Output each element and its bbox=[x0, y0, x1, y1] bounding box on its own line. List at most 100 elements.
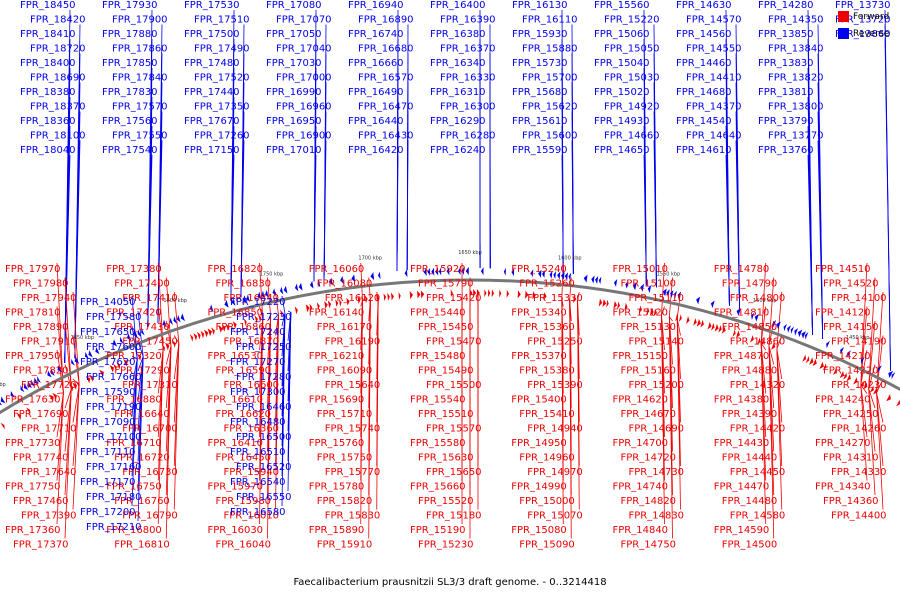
forward-gene-label: FPR_14470 bbox=[714, 482, 770, 493]
forward-gene-arrow bbox=[294, 306, 298, 315]
reverse-gene-label: FPR_17160 bbox=[86, 462, 142, 473]
forward-gene-arrow bbox=[364, 295, 368, 304]
forward-gene-arrow bbox=[853, 377, 858, 385]
reverse-gene-label: FPR_16500 bbox=[236, 432, 292, 443]
label-leader-line bbox=[240, 140, 245, 298]
legend-label-reverse: Reverse bbox=[853, 28, 890, 39]
reverse-gene-label: FPR_17650 bbox=[80, 327, 136, 338]
forward-gene-arrow bbox=[700, 319, 704, 328]
reverse-gene-label: FPR_15610 bbox=[512, 116, 568, 127]
reverse-gene-label: FPR_13860 bbox=[835, 29, 891, 40]
forward-gene-label: FPR_14870 bbox=[714, 351, 770, 362]
forward-gene-label: FPR_14740 bbox=[613, 482, 669, 493]
reverse-gene-label: FPR_17050 bbox=[266, 29, 322, 40]
forward-gene-label: FPR_14450 bbox=[730, 467, 786, 478]
forward-gene-label: FPR_14190 bbox=[831, 337, 887, 348]
label-leader-line bbox=[56, 262, 64, 393]
forward-gene-label: FPR_15940 bbox=[224, 467, 280, 478]
forward-gene-label: FPR_14520 bbox=[823, 279, 879, 290]
forward-gene-label: FPR_15200 bbox=[629, 380, 685, 391]
label-leader-line bbox=[267, 277, 272, 317]
reverse-gene-label: FPR_16380 bbox=[430, 29, 486, 40]
label-leader-line bbox=[230, 154, 235, 300]
reverse-gene-label: FPR_13730 bbox=[835, 0, 891, 11]
forward-gene-label: FPR_17710 bbox=[21, 424, 77, 435]
forward-gene-label: FPR_15420 bbox=[426, 293, 482, 304]
forward-gene-label: FPR_15540 bbox=[410, 395, 466, 406]
reverse-gene-arrow bbox=[710, 300, 715, 309]
reverse-gene-arrow bbox=[377, 271, 381, 280]
reverse-gene-arrow bbox=[804, 332, 809, 340]
reverse-gene-arrow bbox=[583, 274, 588, 283]
reverse-gene-label: FPR_17850 bbox=[102, 58, 158, 69]
forward-gene-label: FPR_17910 bbox=[21, 337, 77, 348]
scale-tick-label: 1450 kbp bbox=[846, 335, 870, 341]
reverse-gene-label: FPR_15620 bbox=[522, 102, 578, 113]
reverse-gene-arrow bbox=[30, 379, 35, 387]
forward-gene-label: FPR_16640 bbox=[114, 409, 170, 420]
forward-gene-arrow bbox=[0, 422, 5, 430]
forward-gene-label: FPR_14270 bbox=[815, 438, 871, 449]
reverse-gene-label: FPR_13770 bbox=[768, 131, 824, 142]
label-leader-line bbox=[668, 316, 673, 539]
forward-gene-label: FPR_14330 bbox=[831, 467, 887, 478]
forward-gene-label: FPR_15230 bbox=[418, 540, 474, 551]
reverse-gene-arrow bbox=[224, 300, 229, 308]
label-leader-line bbox=[669, 316, 673, 322]
label-leader-line bbox=[760, 343, 767, 525]
reverse-gene-label: FPR_13790 bbox=[758, 116, 814, 127]
forward-gene-label: FPR_15150 bbox=[613, 351, 669, 362]
reverse-gene-arrow bbox=[511, 268, 515, 277]
label-leader-line bbox=[725, 154, 730, 306]
reverse-gene-arrow bbox=[801, 331, 806, 339]
forward-gene-arrow bbox=[732, 329, 736, 337]
reverse-gene-arrow bbox=[677, 291, 681, 300]
forward-gene-arrow bbox=[525, 290, 529, 299]
reverse-gene-arrow bbox=[754, 313, 759, 322]
label-leader-line bbox=[281, 313, 286, 507]
forward-gene-arrow bbox=[52, 392, 57, 400]
label-leader-line bbox=[561, 298, 564, 525]
reverse-gene-arrow bbox=[632, 282, 637, 291]
forward-gene-label: FPR_14390 bbox=[722, 409, 778, 420]
label-leader-line bbox=[313, 154, 317, 282]
reverse-gene-label: FPR_14280 bbox=[758, 0, 814, 11]
reverse-gene-arrow bbox=[670, 289, 674, 298]
reverse-gene-arrow bbox=[772, 319, 777, 328]
label-leader-line bbox=[56, 349, 64, 393]
reverse-gene-arrow bbox=[47, 370, 52, 378]
forward-gene-label: FPR_16170 bbox=[317, 322, 373, 333]
forward-gene-label: FPR_16820 bbox=[208, 264, 264, 275]
forward-gene-arrow bbox=[26, 407, 31, 415]
forward-gene-label: FPR_17390 bbox=[21, 511, 77, 522]
reverse-gene-arrow bbox=[538, 269, 542, 278]
forward-gene-label: FPR_15650 bbox=[426, 467, 482, 478]
forward-gene-label: FPR_17360 bbox=[5, 525, 61, 536]
map-caption: Faecalibacterium prausnitzii SL3/3 draft… bbox=[293, 577, 607, 588]
reverse-gene-arrow bbox=[246, 294, 250, 303]
label-leader-line bbox=[267, 316, 271, 322]
forward-gene-label: FPR_15710 bbox=[317, 409, 373, 420]
label-leader-line bbox=[868, 388, 876, 496]
reverse-gene-label: FPR_13850 bbox=[758, 29, 814, 40]
forward-gene-label: FPR_15920 bbox=[410, 264, 466, 275]
forward-gene-arrow bbox=[376, 293, 380, 302]
forward-gene-arrow bbox=[846, 374, 851, 382]
reverse-gene-label: FPR_16460 bbox=[236, 402, 292, 413]
reverse-gene-label: FPR_16480 bbox=[230, 417, 286, 428]
forward-gene-arrow bbox=[218, 325, 223, 333]
reverse-gene-arrow bbox=[74, 356, 80, 364]
forward-gene-arrow bbox=[417, 290, 421, 299]
forward-gene-arrow bbox=[573, 295, 577, 304]
forward-gene-label: FPR_14820 bbox=[621, 496, 677, 507]
reverse-gene-label: FPR_16280 bbox=[440, 131, 496, 142]
reverse-gene-arrow bbox=[826, 340, 830, 349]
legend-item-forward: Forward bbox=[838, 8, 889, 25]
reverse-gene-label: FPR_16390 bbox=[440, 15, 496, 26]
label-leader-line bbox=[56, 392, 64, 394]
label-leader-line bbox=[131, 325, 138, 359]
reverse-gene-arrow bbox=[257, 291, 262, 300]
reverse-gene-arrow bbox=[696, 296, 701, 305]
forward-gene-arrow bbox=[346, 297, 350, 306]
reverse-gene-arrow bbox=[568, 272, 572, 281]
